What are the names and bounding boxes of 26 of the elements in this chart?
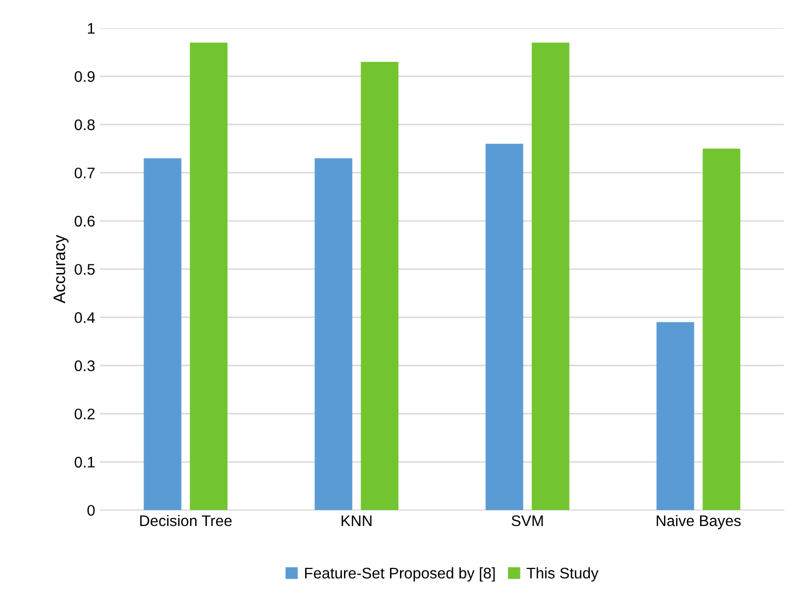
y-tick-label: 0.4 [74,312,95,323]
y-tick-label: 0.8 [74,119,95,130]
y-axis-title: Accuracy [54,234,69,304]
bar [532,42,570,510]
bar [314,158,352,510]
x-tick-label: Naive Bayes [656,514,741,530]
y-tick-label: 0.1 [74,456,95,468]
y-tick-label: 0.6 [74,216,95,227]
y-tick-label: 0.5 [74,264,95,275]
bar [656,322,694,510]
bar [702,148,740,510]
y-tick-label: 0 [87,504,95,516]
bar [486,144,524,510]
legend-label: This Study [526,567,598,582]
bar [144,158,182,510]
x-tick-label: SVM [512,515,543,526]
x-tick-label: KNN [342,516,372,526]
legend-label: Feature-Set Proposed by [8] [305,567,495,582]
bar [190,42,228,510]
bar [360,62,398,510]
y-tick-label: 0.7 [74,168,95,178]
y-tick-label: 0.2 [74,408,95,420]
x-tick-label: Decision Tree [140,514,232,526]
y-tick-label: 0.3 [74,360,95,372]
y-tick-label: 1 [88,23,95,34]
y-tick-label: 0.9 [74,71,95,82]
